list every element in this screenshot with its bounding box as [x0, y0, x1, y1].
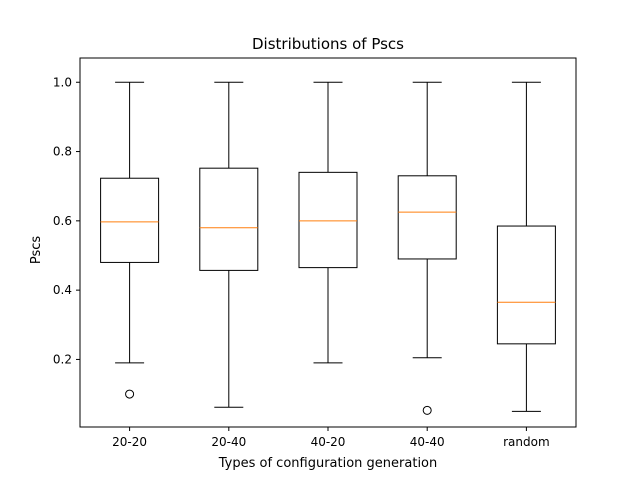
x-axis-label: Types of configuration generation [218, 456, 438, 471]
x-tick-label: 40-20 [311, 435, 346, 449]
x-tick-label: 20-20 [112, 435, 147, 449]
x-tick-label: random [503, 435, 550, 449]
y-axis-label: Pscs [29, 236, 44, 265]
outlier-point [125, 389, 135, 399]
y-tick-label: 0.4 [53, 283, 72, 297]
chart-title: Distributions of Pscs [252, 35, 404, 53]
box-40-20 [298, 171, 358, 269]
x-tick-label: 20-40 [211, 435, 246, 449]
box-20-40 [199, 167, 259, 271]
x-tick-label: 40-40 [410, 435, 445, 449]
box-20-20 [100, 177, 160, 263]
y-tick-label: 0.2 [53, 352, 72, 366]
box-40-40 [397, 175, 457, 260]
plot-area: 0.2 0.4 0.6 0.8 1.0 20-20 20-40 40-20 40-40 rando… [53, 57, 577, 449]
y-tick-label: 1.0 [53, 75, 72, 89]
y-tick-label: 0.6 [53, 214, 72, 228]
outlier-point [422, 405, 432, 415]
box-random [496, 225, 556, 345]
y-tick-label: 0.8 [53, 145, 72, 159]
